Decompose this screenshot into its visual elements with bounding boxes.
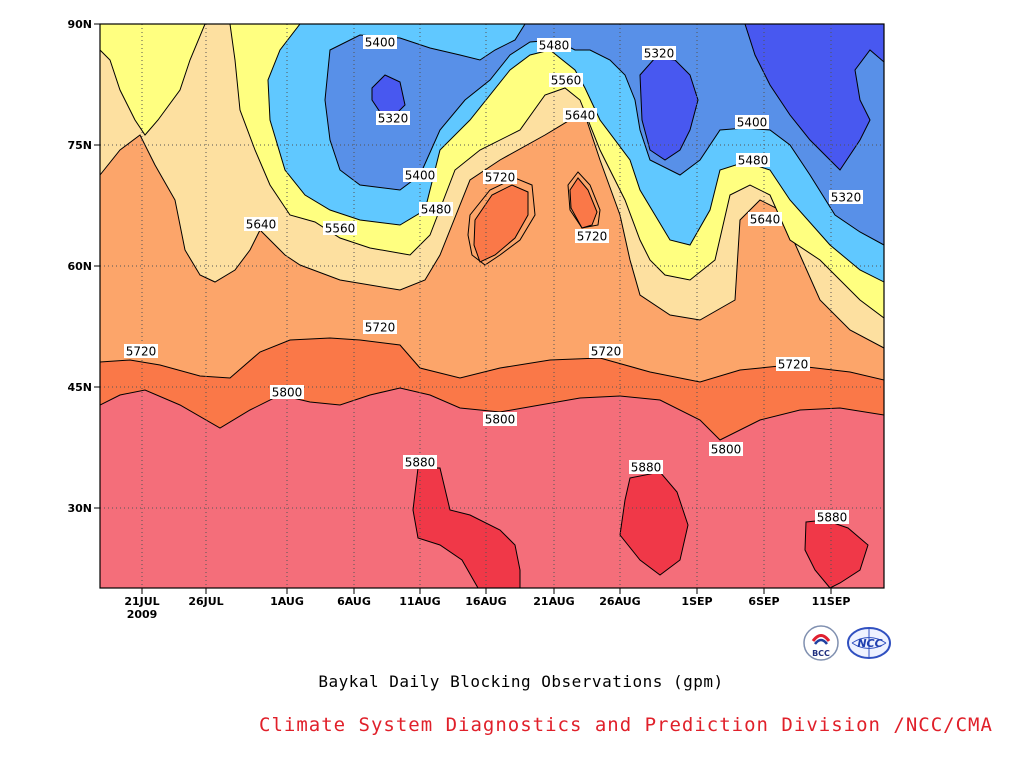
contour-label-bg bbox=[403, 455, 437, 469]
contour-label-bg bbox=[419, 202, 453, 216]
x-tick-label: 1SEP bbox=[681, 595, 712, 608]
contour-label: 5320 bbox=[378, 112, 409, 126]
contour-label-bg bbox=[629, 460, 663, 474]
contour-label-bg bbox=[589, 344, 623, 358]
contour-label-bg bbox=[244, 217, 278, 231]
contour-label-bg bbox=[709, 442, 743, 456]
y-tick-label: 90N bbox=[67, 18, 92, 31]
x-tick-label: 26AUG bbox=[599, 595, 640, 608]
contour-label-bg bbox=[537, 38, 571, 52]
contour-label: 5720 bbox=[577, 230, 608, 244]
svg-text:BCC: BCC bbox=[812, 649, 830, 658]
contour-label-bg bbox=[748, 212, 782, 226]
bcc-logo-icon: BCC bbox=[803, 625, 839, 661]
contour-label-bg bbox=[323, 221, 357, 235]
y-tick-labels: 90N 75N 60N 45N 30N bbox=[67, 18, 92, 515]
contour-label: 5800 bbox=[711, 443, 742, 457]
contour-label: 5800 bbox=[485, 413, 516, 427]
contour-label: 5480 bbox=[738, 154, 769, 168]
contour-label: 5720 bbox=[126, 345, 157, 359]
y-tick-label: 45N bbox=[67, 381, 92, 394]
contour-label-bg bbox=[736, 153, 770, 167]
contour-label-bg bbox=[124, 344, 158, 358]
x-tick-label: 6AUG bbox=[337, 595, 371, 608]
contour-label: 5480 bbox=[539, 39, 570, 53]
contour-label: 5880 bbox=[817, 511, 848, 525]
contour-labels: 5400 5320 5480 5560 5640 5320 5400 5480 5640 5320… bbox=[124, 35, 863, 525]
x-tick-label: 6SEP bbox=[748, 595, 779, 608]
contour-label-bg bbox=[642, 46, 676, 60]
contour-label-bg bbox=[575, 229, 609, 243]
contour-label: 5560 bbox=[551, 74, 582, 88]
contour-label: 5800 bbox=[272, 386, 303, 400]
contour-label: 5400 bbox=[405, 169, 436, 183]
contour-label-bg bbox=[549, 73, 583, 87]
contour-label: 5400 bbox=[737, 116, 768, 130]
y-tick-label: 60N bbox=[67, 260, 92, 273]
contour-label-bg bbox=[270, 385, 304, 399]
contour-chart: 21JUL 26JUL 1AUG 6AUG 11AUG 16AUG 21AUG … bbox=[67, 18, 885, 621]
bcc-logo: BCC bbox=[802, 624, 840, 662]
chart-title: Baykal Daily Blocking Observations (gpm) bbox=[318, 672, 724, 691]
contour-label-bg bbox=[403, 168, 437, 182]
contour-label-bg bbox=[563, 108, 597, 122]
contour-label: 5720 bbox=[591, 345, 622, 359]
contour-label: 5320 bbox=[644, 47, 675, 61]
contour-label-bg bbox=[776, 357, 810, 371]
contour-label-bg bbox=[829, 190, 863, 204]
contour-label: 5400 bbox=[365, 36, 396, 50]
fill-5320-5400 bbox=[324, 24, 884, 246]
x-tick-label: 16AUG bbox=[465, 595, 506, 608]
grid-lines bbox=[100, 24, 884, 588]
x-tick-label: 11AUG bbox=[399, 595, 440, 608]
ncc-logo: NCC bbox=[846, 624, 892, 662]
contour-label-bg bbox=[376, 111, 410, 125]
plot-frame bbox=[99, 23, 885, 589]
contour-label: 5880 bbox=[631, 461, 662, 475]
contour-label-bg bbox=[735, 115, 769, 129]
contour-label-bg bbox=[363, 35, 397, 49]
y-tick-label: 75N bbox=[67, 139, 92, 152]
credit-text: Climate System Diagnostics and Predictio… bbox=[259, 714, 993, 736]
contour-label: 5640 bbox=[246, 218, 277, 232]
contour-label-bg bbox=[363, 320, 397, 334]
contour-label: 5720 bbox=[485, 171, 516, 185]
fill-5720-5800-blob bbox=[473, 177, 598, 263]
contour-label-bg bbox=[483, 412, 517, 426]
contour-label: 5720 bbox=[778, 358, 809, 372]
contour-label-bg bbox=[483, 170, 517, 184]
x-tick-label: 21AUG bbox=[533, 595, 574, 608]
contour-label: 5320 bbox=[831, 191, 862, 205]
contour-label: 5560 bbox=[325, 222, 356, 236]
x-year-label: 2009 bbox=[127, 608, 158, 621]
ncc-logo-icon: NCC bbox=[847, 627, 891, 659]
y-tick-label: 30N bbox=[67, 502, 92, 515]
contour-label: 5720 bbox=[365, 321, 396, 335]
x-tick-labels: 21JUL 26JUL 1AUG 6AUG 11AUG 16AUG 21AUG … bbox=[124, 595, 850, 621]
contour-label: 5640 bbox=[565, 109, 596, 123]
x-ticks bbox=[94, 23, 832, 594]
contour-label: 5880 bbox=[405, 456, 436, 470]
x-tick-label: 11SEP bbox=[812, 595, 851, 608]
x-tick-label: 21JUL bbox=[124, 595, 159, 608]
x-tick-label: 26JUL bbox=[188, 595, 223, 608]
contour-label: 5480 bbox=[421, 203, 452, 217]
contour-fills bbox=[100, 24, 884, 588]
x-tick-label: 1AUG bbox=[270, 595, 304, 608]
svg-text:NCC: NCC bbox=[857, 637, 882, 650]
contour-label-bg bbox=[815, 510, 849, 524]
contour-label: 5640 bbox=[750, 213, 781, 227]
